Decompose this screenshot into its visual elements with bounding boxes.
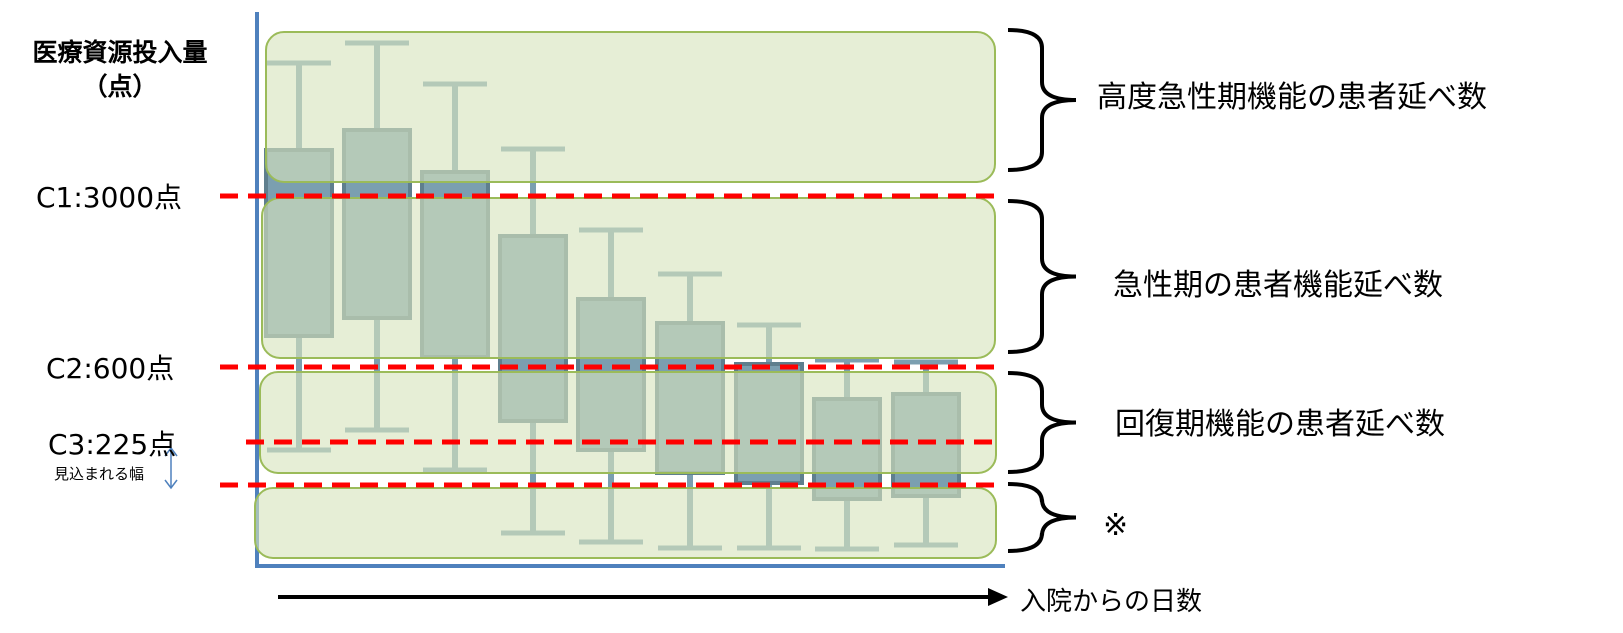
x-axis-label: 入院からの日数 (1020, 587, 1203, 617)
threshold-label-c1: C1:3000点 (36, 181, 183, 214)
category-label-recovery: 回復期機能の患者延べ数 (1115, 407, 1445, 442)
expected-range-note: 見込まれる幅 (54, 465, 145, 483)
brace-recovery (1007, 371, 1077, 474)
function-zones (254, 31, 997, 559)
category-label-acute: 急性期の患者機能延べ数 (1113, 268, 1443, 303)
brace-high-acute (1007, 28, 1077, 172)
category-braces (1007, 28, 1077, 553)
threshold-label-c3: C3:225点 (48, 428, 177, 461)
brace-other (1007, 482, 1077, 553)
y-axis-title: 医療資源投入量 (32, 38, 208, 67)
brace-acute (1007, 199, 1077, 354)
range-arrow (164, 446, 178, 490)
x-direction-arrow (278, 588, 1008, 606)
threshold-label-c2: C2:600点 (46, 352, 175, 385)
zone-acute (261, 197, 996, 359)
y-axis-unit: （点） (82, 72, 158, 101)
category-label-other: ※ (1103, 508, 1129, 543)
zone-high-acute (265, 31, 996, 183)
category-label-high-acute: 高度急性期機能の患者延べ数 (1097, 80, 1487, 115)
threshold-lines (220, 193, 995, 488)
zone-other (254, 487, 997, 559)
y-axis-label: 医療資源投入量 （点） (10, 36, 230, 104)
zone-recovery (259, 371, 997, 474)
